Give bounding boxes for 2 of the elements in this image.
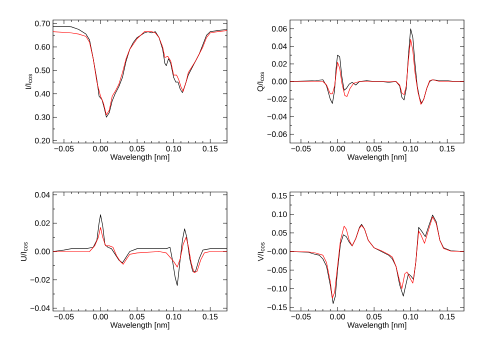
line-series	[53, 227, 228, 274]
line-series	[290, 39, 464, 105]
